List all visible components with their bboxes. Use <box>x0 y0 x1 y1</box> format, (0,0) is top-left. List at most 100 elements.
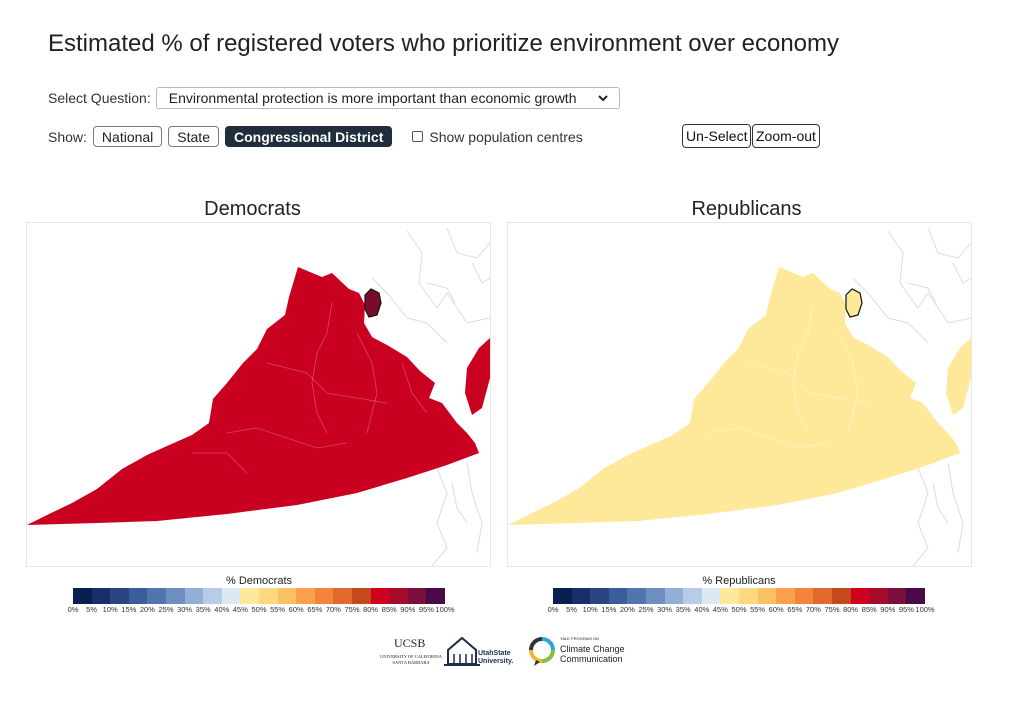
selected-district-shape[interactable] <box>364 288 382 318</box>
eastern-shore-shape[interactable] <box>465 338 490 415</box>
democrats-legend: % Democrats 0% 5% 10% 15% 20% 25% 30% 35% 40% 45%… <box>68 575 455 616</box>
legend-swatch <box>645 588 665 604</box>
legend-swatch <box>184 588 204 604</box>
legend-tick-label: 35% <box>195 605 211 614</box>
legend-swatch <box>738 588 758 604</box>
legend-tick-label: 5% <box>86 605 98 614</box>
neighbor-outlines <box>852 227 971 566</box>
legend-swatch <box>296 588 315 604</box>
chevron-down-icon <box>598 95 608 102</box>
legend-swatch <box>389 588 408 604</box>
legend-swatch <box>240 588 259 604</box>
legend-tick-label: 85% <box>381 605 397 614</box>
yale-small-text: YALE PROGRAM ON <box>560 636 599 641</box>
legend-tick-label: 100% <box>435 605 455 614</box>
legend-tick-label: 90% <box>400 605 416 614</box>
legend-tick-label: 15% <box>121 605 137 614</box>
legend-swatch <box>683 588 702 604</box>
question-select[interactable]: Environmental protection is more importa… <box>155 87 620 109</box>
legend-swatch <box>701 588 721 604</box>
legend-swatch <box>869 588 888 604</box>
legend-ticks: 0% 5% 10% 15% 20% 25% 30% 35% 40% 45% 50% 55% 60% 65%… <box>548 604 935 616</box>
legend-tick-label: 90% <box>880 605 896 614</box>
eastern-shore-shape[interactable] <box>946 338 971 415</box>
unselect-button[interactable]: Un-Select <box>682 124 752 148</box>
democrats-map[interactable] <box>26 222 491 567</box>
legend-swatch <box>794 588 814 604</box>
virginia-shape[interactable] <box>27 267 479 525</box>
national-button[interactable]: National <box>92 126 163 147</box>
legend-swatches <box>553 588 925 604</box>
show-label: Show: <box>48 128 87 145</box>
legend-swatch <box>757 588 777 604</box>
usu-building-icon <box>444 636 480 666</box>
democrats-legend-title: % Democrats <box>225 575 293 587</box>
legend-tick-label: 75% <box>344 605 360 614</box>
legend-tick-label: 70% <box>325 605 341 614</box>
legend-tick-label: 80% <box>363 605 379 614</box>
legend-swatch <box>608 588 628 604</box>
yale-line2: Communication <box>560 654 623 664</box>
legend-tick-label: 10% <box>102 605 118 614</box>
legend-tick-label: 25% <box>158 605 174 614</box>
legend-tick-label: 60% <box>768 605 784 614</box>
congressional-district-button[interactable]: Congressional District <box>225 126 393 147</box>
legend-swatch <box>776 588 795 604</box>
legend-swatch <box>831 588 851 604</box>
legend-tick-label: 5% <box>566 605 578 614</box>
legend-tick-label: 40% <box>214 605 230 614</box>
selected-district-shape[interactable] <box>845 288 863 318</box>
republicans-map[interactable] <box>507 222 972 567</box>
legend-tick-label: 60% <box>288 605 304 614</box>
legend-swatches <box>73 588 445 604</box>
legend-swatch <box>110 588 129 604</box>
democrats-map-svg[interactable] <box>27 223 490 566</box>
legend-tick-label: 55% <box>270 605 286 614</box>
legend-swatch <box>147 588 166 604</box>
legend-tick-label: 65% <box>307 605 323 614</box>
legend-tick-label: 65% <box>787 605 803 614</box>
legend-swatch <box>351 588 371 604</box>
legend-swatch <box>627 588 646 604</box>
legend-swatch <box>664 588 684 604</box>
legend-swatch <box>906 588 925 604</box>
legend-tick-label: 10% <box>582 605 598 614</box>
legend-tick-label: 0% <box>67 605 79 614</box>
legend-tick-label: 30% <box>177 605 193 614</box>
population-centres-checkbox[interactable] <box>412 131 424 142</box>
yale-line1: Climate Change <box>560 644 625 654</box>
legend-swatch <box>850 588 870 604</box>
legend-swatch <box>128 588 148 604</box>
legend-swatch <box>407 588 427 604</box>
legend-tick-label: 0% <box>547 605 559 614</box>
legend-tick-label: 30% <box>657 605 673 614</box>
legend-tick-label: 75% <box>824 605 840 614</box>
legend-ticks: 0% 5% 10% 15% 20% 25% 30% 35% 40% 45% 50% 55% 60% 65%… <box>68 604 455 616</box>
legend-swatch <box>370 588 390 604</box>
republicans-map-svg[interactable] <box>508 223 971 566</box>
legend-swatch <box>277 588 297 604</box>
legend-tick-label: 85% <box>861 605 877 614</box>
legend-tick-label: 50% <box>731 605 747 614</box>
legend-tick-label: 20% <box>619 605 635 614</box>
state-button[interactable]: State <box>168 126 219 147</box>
legend-swatch <box>887 588 907 604</box>
legend-swatch <box>333 588 352 604</box>
legend-tick-label: 15% <box>601 605 617 614</box>
question-select-value: Environmental protection is more importa… <box>168 90 577 106</box>
district-lines <box>192 302 428 474</box>
population-centres-toggle[interactable]: Show population centres <box>412 129 583 145</box>
legend-swatch <box>73 588 92 604</box>
zoom-out-button[interactable]: Zoom-out <box>752 124 820 148</box>
legend-tick-label: 55% <box>750 605 766 614</box>
legend-tick-label: 80% <box>843 605 859 614</box>
legend-tick-label: 45% <box>232 605 248 614</box>
virginia-shape[interactable] <box>508 267 960 525</box>
show-row: Show: National State Congressional Distr… <box>48 126 583 147</box>
legend-tick-label: 35% <box>675 605 691 614</box>
legend-tick-label: 100% <box>915 605 935 614</box>
legend-tick-label: 70% <box>805 605 821 614</box>
legend-tick-label: 25% <box>638 605 654 614</box>
partner-logos: UCSB UNIVERSITY OF CALIFORNIA SANTA BARB… <box>378 632 628 672</box>
legend-swatch <box>221 588 241 604</box>
